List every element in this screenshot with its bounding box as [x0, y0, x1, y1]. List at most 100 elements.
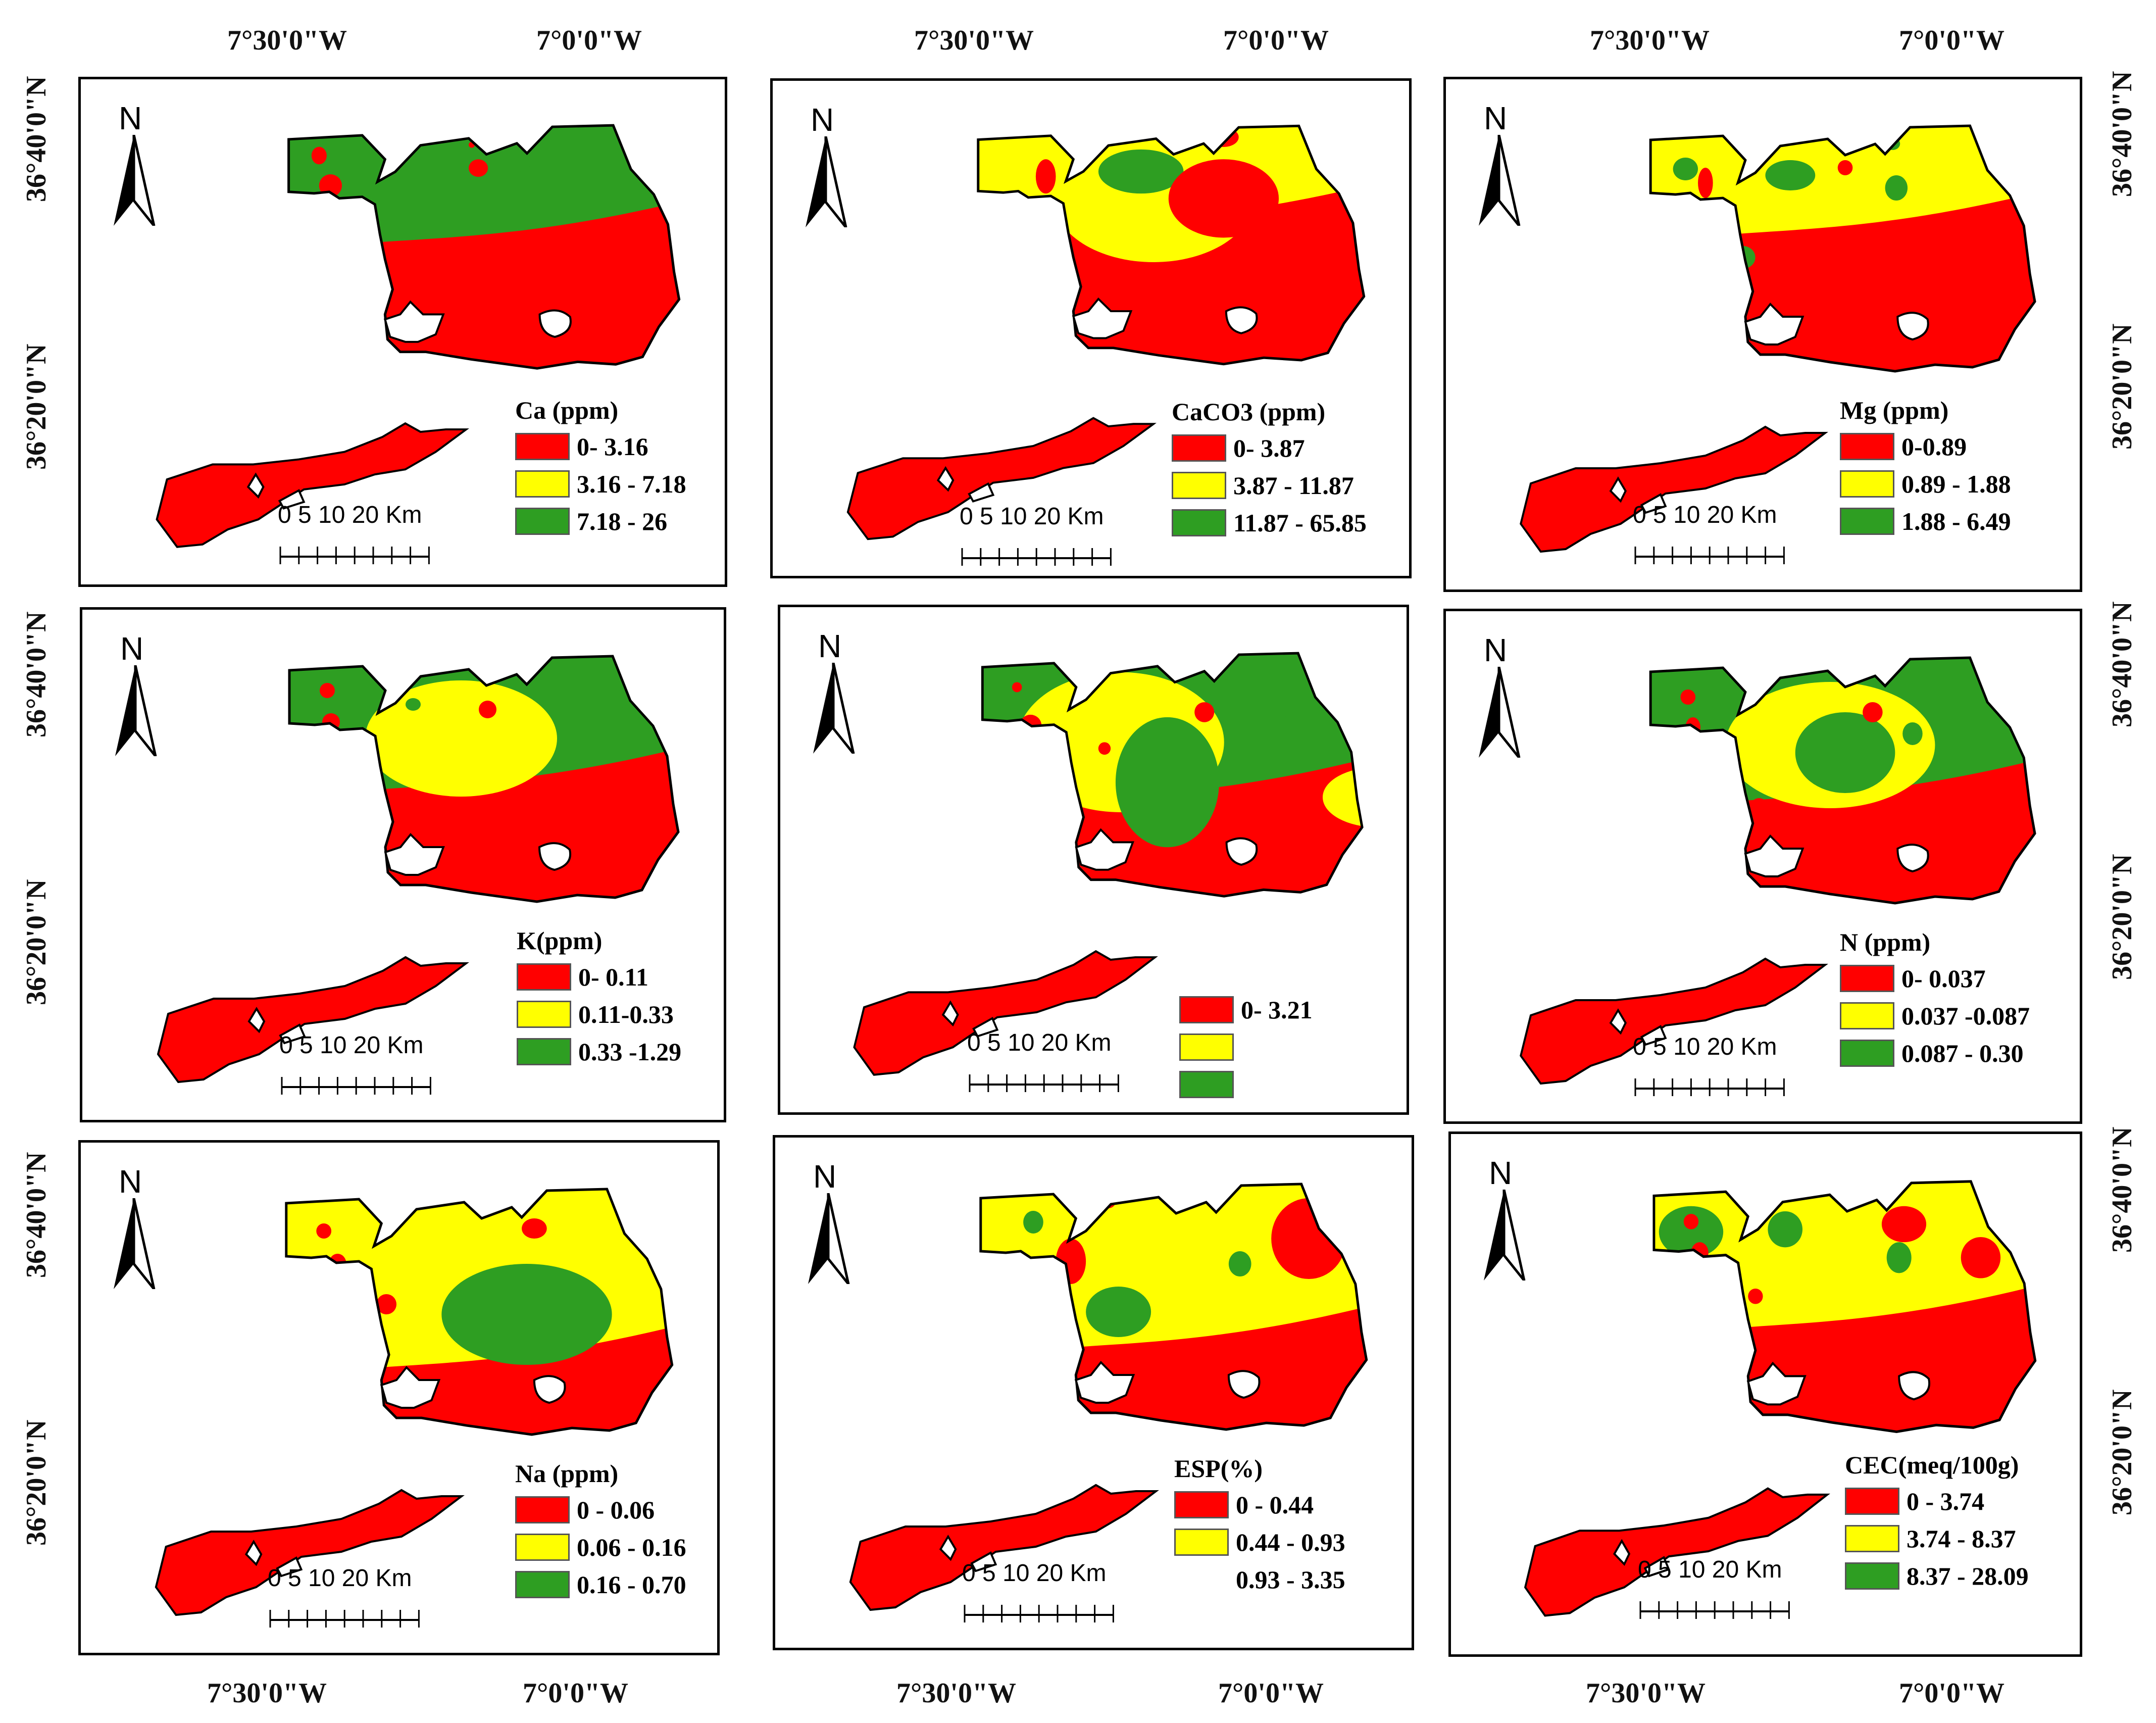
zone-high-patch: [441, 1264, 612, 1365]
north-arrow: N: [105, 630, 166, 756]
north-label: N: [1484, 632, 1508, 668]
legend-label: 3.16 - 7.18: [577, 470, 686, 498]
legend-label: 3.87 - 11.87: [1233, 471, 1354, 500]
zone-low-patch: [320, 683, 335, 698]
legend-label: 0.11-0.33: [578, 1000, 674, 1028]
legend-label: 0.44 - 0.93: [1236, 1528, 1345, 1556]
legend-swatch: [1845, 1488, 1899, 1515]
north-arrow-icon: [813, 663, 855, 754]
scale-bar: 0 5 10 20 Km: [1633, 1033, 1845, 1104]
legend-swatch: [1174, 1529, 1229, 1556]
zone-medium-patch: [476, 125, 482, 130]
lon-label-bottom: 7°30'0"W: [1586, 1678, 1706, 1709]
lon-label-bottom: 7°0'0"W: [523, 1678, 629, 1709]
lat-label-left: 36°20'0"N: [21, 879, 52, 1005]
lake: [1225, 306, 1258, 334]
basin-outline: [1649, 656, 2036, 905]
scale-ruler: [281, 1077, 431, 1095]
scale-label: 0 5 10 20 Km: [1633, 502, 1777, 528]
zone-high-patch: [1886, 1242, 1912, 1273]
legend-row: 0.087 - 0.30: [1840, 1035, 2080, 1072]
lon-label-bottom: 7°30'0"W: [896, 1678, 1017, 1709]
legend-row: 0 - 0.06: [515, 1491, 717, 1529]
north-arrow: N: [798, 1158, 859, 1284]
legend-label: 11.87 - 65.85: [1233, 509, 1367, 537]
legend-label: 0- 0.037: [1901, 964, 1986, 993]
legend-swatch: [1172, 472, 1226, 499]
legend-row: [1179, 1066, 1407, 1103]
lake: [1225, 837, 1258, 866]
map-panel-cec: N CEC(meq/100g) 0 - 3.74 3.74 - 8.37 8.37 - …: [1448, 1131, 2082, 1657]
north-arrow-icon: [115, 665, 157, 756]
legend: N (ppm) 0- 0.037 0.037 -0.087 0.087 - 0.30: [1840, 924, 2080, 1072]
basin-map: [155, 1188, 674, 1616]
legend-label: 0 - 0.44: [1236, 1491, 1314, 1519]
lon-label-bottom: 7°0'0"W: [1218, 1678, 1324, 1709]
legend-title: Mg (ppm): [1840, 396, 1949, 424]
legend-swatch: [1179, 1033, 1234, 1061]
legend-swatch: [515, 433, 570, 460]
lake: [1746, 1361, 1807, 1406]
scale-label: 0 5 10 20 Km: [960, 503, 1104, 530]
zone-low-south: [1520, 425, 1828, 553]
zone-high-patch: [1228, 1251, 1251, 1276]
north-arrow: N: [803, 627, 864, 754]
basin-outline: [285, 1188, 674, 1436]
zone-low-patch: [1035, 1317, 1056, 1337]
zone-high-patch: [1765, 160, 1816, 190]
legend: Ca (ppm) 0- 3.16 3.16 - 7.18 7.18 - 26: [515, 392, 725, 540]
legend-label: 0.16 - 0.70: [577, 1570, 686, 1599]
legend-swatch: [515, 1534, 570, 1561]
legend-label: 1.88 - 6.49: [1901, 507, 2011, 535]
legend-row: 8.37 - 28.09: [1845, 1557, 2080, 1595]
legend-swatch: [1840, 1002, 1894, 1029]
scale-bar: 0 5 10 20 Km: [279, 1031, 491, 1102]
basin-outline: [979, 1183, 1368, 1431]
map-panel-n: N N (ppm) 0- 0.037 0.037 -0.087 0.087 - 0.30…: [1443, 609, 2082, 1124]
legend-label: 0 - 0.06: [577, 1496, 655, 1524]
lake: [1072, 297, 1133, 339]
zone-low-patch: [1683, 1214, 1699, 1229]
north-label: N: [813, 1158, 837, 1195]
scale-ruler: [961, 548, 1112, 566]
legend-row: 0- 0.11: [517, 958, 724, 996]
zone-low-patch: [316, 1223, 332, 1239]
lake: [1609, 1008, 1667, 1046]
legend-row: 0 - 0.44: [1174, 1486, 1412, 1523]
scale-label: 0 5 10 20 Km: [1633, 1033, 1777, 1060]
legend-swatch: [1840, 433, 1894, 460]
lat-label-right: 36°40'0"N: [2107, 71, 2138, 197]
basin-outline: [1649, 124, 2036, 373]
north-arrow-icon: [114, 1198, 156, 1289]
zone-medium-patch: [1323, 767, 1363, 827]
legend: CaCO3 (ppm) 0- 3.87 3.87 - 11.87 11.87 - 65…: [1172, 394, 1409, 541]
lake: [1744, 834, 1804, 877]
legend-title: CEC(meq/100g): [1845, 1451, 2019, 1479]
lon-label-bottom: 7°30'0"W: [207, 1678, 327, 1709]
zone-high-patch: [1086, 1287, 1151, 1337]
map-panel-p: N 0- 3.21 0 5 10 20 Km: [778, 605, 1409, 1115]
zone-low-patch: [1691, 1242, 1709, 1263]
north-label: N: [818, 628, 842, 664]
lake: [1075, 828, 1134, 871]
zone-low-patch: [522, 1189, 532, 1198]
legend-row: 0.89 - 1.88: [1840, 465, 2080, 503]
zone-high-patch: [1885, 175, 1908, 201]
north-arrow: N: [104, 100, 164, 226]
legend-label: 0.087 - 0.30: [1901, 1039, 2024, 1067]
lake: [939, 1535, 997, 1572]
north-arrow: N: [104, 1163, 164, 1289]
north-arrow: N: [1469, 631, 1529, 758]
lon-label-top: 7°30'0"W: [1590, 25, 1710, 56]
zone-low-south: [853, 950, 1158, 1076]
legend-row: 0.44 - 0.93: [1174, 1523, 1412, 1561]
lake: [246, 472, 306, 510]
zone-high-patch: [1023, 1211, 1043, 1234]
zone-low-patch: [1961, 1237, 2001, 1278]
legend: Mg (ppm) 0-0.89 0.89 - 1.88 1.88 - 6.49: [1840, 392, 2080, 540]
lake: [1609, 476, 1667, 514]
scale-label: 0 5 10 20 Km: [962, 1560, 1107, 1587]
basin-outline: [977, 124, 1366, 366]
lat-label-left: 36°40'0"N: [21, 611, 52, 737]
zone-low-south: [846, 417, 1157, 540]
